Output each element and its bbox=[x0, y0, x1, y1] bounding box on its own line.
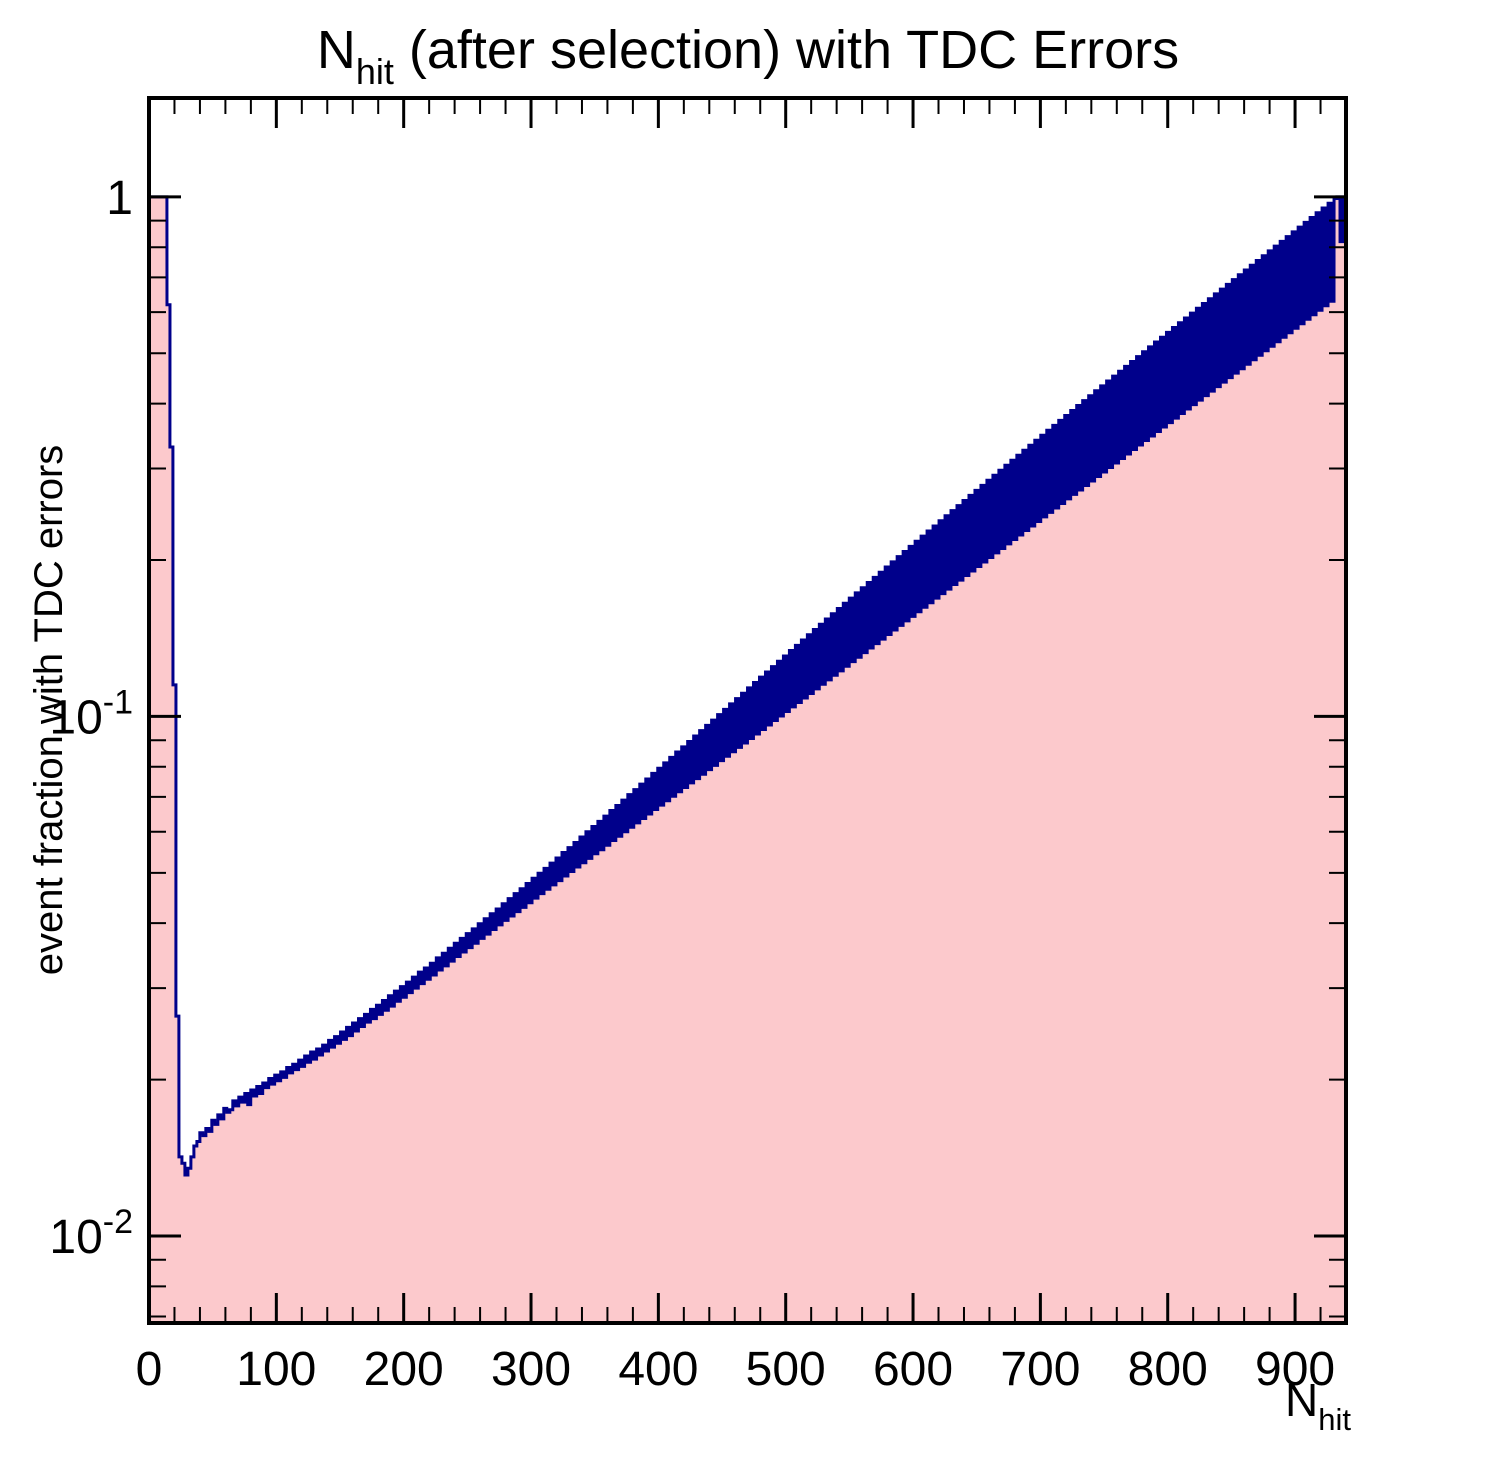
x-tick-label: 900 bbox=[1255, 1343, 1335, 1396]
y-tick-label-exponent: -2 bbox=[103, 1203, 133, 1241]
plot-title-base: N bbox=[317, 20, 356, 80]
histogram-series bbox=[149, 195, 1346, 1323]
plot-title-text: Nhit (after selection) with TDC Errors bbox=[317, 20, 1179, 92]
y-tick-label: 10-1 bbox=[49, 683, 133, 744]
histogram-step-outline bbox=[149, 195, 1346, 1177]
x-axis-title: Nhit bbox=[1285, 1374, 1351, 1437]
histogram-fill-area bbox=[149, 196, 1346, 1323]
plot-frame bbox=[147, 96, 1348, 1325]
y-tick-label-base: 10 bbox=[49, 1211, 102, 1264]
x-tick-label: 0 bbox=[136, 1343, 163, 1396]
x-axis-title-base: N bbox=[1285, 1374, 1318, 1426]
x-tick-label: 400 bbox=[618, 1343, 698, 1396]
x-axis-title-subscript: hit bbox=[1318, 1402, 1351, 1437]
y-axis-title-text: event fraction with TDC errors bbox=[27, 445, 71, 976]
y-tick-label-base: 1 bbox=[106, 172, 133, 225]
x-tick-label: 200 bbox=[364, 1343, 444, 1396]
x-axis-title-text: Nhit bbox=[1285, 1374, 1351, 1437]
plot-title-rest: (after selection) with TDC Errors bbox=[394, 20, 1179, 80]
plot-title: Nhit (after selection) with TDC Errors bbox=[317, 20, 1179, 92]
y-tick-label: 10-2 bbox=[49, 1203, 133, 1264]
x-tick-label: 800 bbox=[1128, 1343, 1208, 1396]
x-tick-label: 600 bbox=[873, 1343, 953, 1396]
x-tick-label: 500 bbox=[746, 1343, 826, 1396]
y-tick-label-base: 10 bbox=[49, 691, 102, 744]
axis-ticks bbox=[147, 98, 1347, 1323]
y-tick-label-exponent: -1 bbox=[103, 683, 133, 721]
plot-title-subscript: hit bbox=[356, 51, 394, 92]
y-tick-label: 1 bbox=[106, 172, 133, 225]
x-tick-label: 100 bbox=[236, 1343, 316, 1396]
x-tick-label: 300 bbox=[491, 1343, 571, 1396]
x-tick-label: 700 bbox=[1000, 1343, 1080, 1396]
y-axis-title: event fraction with TDC errors bbox=[27, 445, 71, 976]
